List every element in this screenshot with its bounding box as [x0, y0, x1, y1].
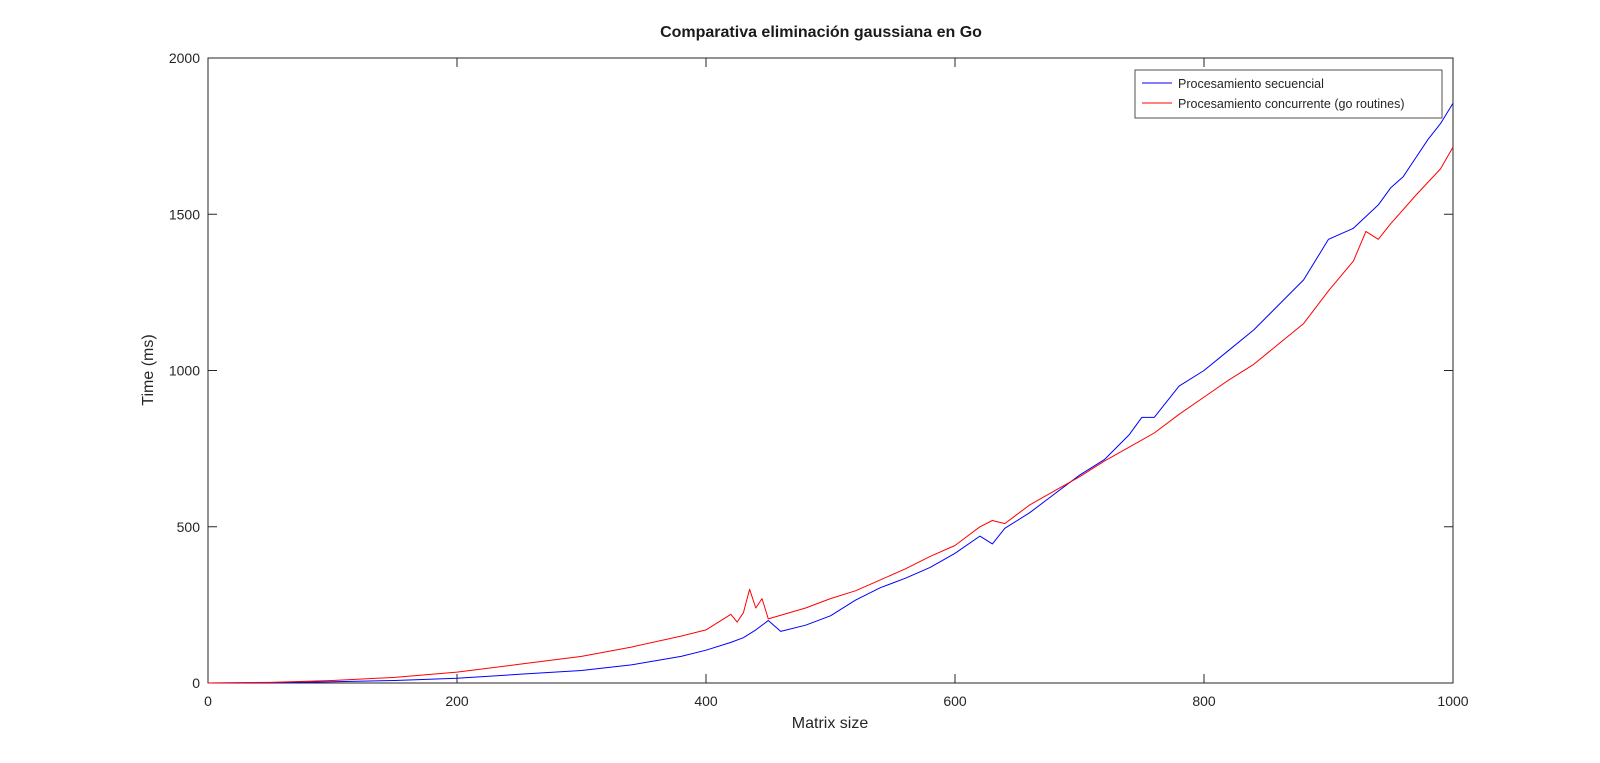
- x-tick-label: 200: [445, 693, 469, 709]
- x-tick-label: 400: [694, 693, 718, 709]
- y-tick-label: 1500: [169, 206, 200, 222]
- y-tick-label: 2000: [169, 50, 200, 66]
- x-tick-label: 0: [204, 693, 212, 709]
- y-tick-label: 1000: [169, 363, 200, 379]
- ticks: 0 200 400 600 800 1000 0 500 1000 1500 2000: [169, 50, 1469, 709]
- chart-title: Comparativa eliminación gaussiana en Go: [660, 24, 982, 41]
- y-tick-label: 500: [177, 519, 201, 535]
- legend-label-sequential: Procesamiento secuencial: [1178, 77, 1324, 91]
- series-layer: [207, 103, 1454, 684]
- series-line-concurrent: [207, 146, 1454, 684]
- series-line-sequential: [207, 103, 1454, 684]
- legend-label-concurrent: Procesamiento concurrente (go routines): [1178, 97, 1405, 111]
- legend: Procesamiento secuencial Procesamiento c…: [1134, 69, 1443, 119]
- legend-box: [1134, 69, 1443, 119]
- x-tick-label: 800: [1192, 693, 1216, 709]
- y-axis-label: Time (ms): [140, 334, 157, 405]
- x-tick-label: 1000: [1437, 693, 1468, 709]
- x-tick-label: 600: [943, 693, 967, 709]
- y-tick-label: 0: [192, 675, 200, 691]
- plot-area: [207, 57, 1454, 684]
- x-axis-label: Matrix size: [792, 715, 869, 732]
